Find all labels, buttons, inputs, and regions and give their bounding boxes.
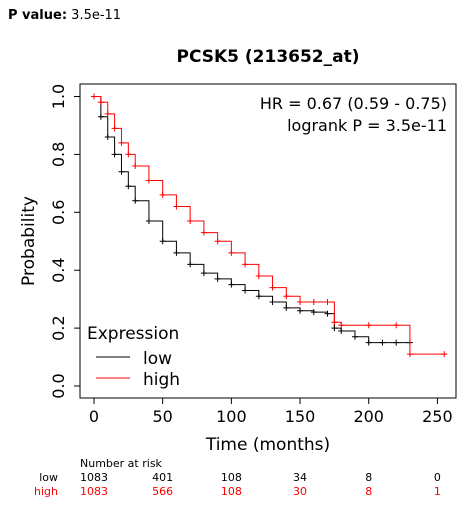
censor-mark-high: [255, 272, 262, 279]
censor-mark-low: [132, 197, 139, 204]
censor-mark-low: [365, 339, 372, 346]
censor-mark-high: [441, 351, 448, 358]
risk-value: 8: [365, 471, 372, 484]
risk-value: 0: [434, 471, 441, 484]
risk-row-label-high: high: [34, 485, 58, 498]
series-line-high: [94, 96, 445, 355]
censor-mark-high: [283, 293, 290, 300]
pvalue-header: P value: 3.5e-11: [8, 8, 121, 23]
censor-mark-low: [297, 307, 304, 314]
censor-mark-high: [297, 299, 304, 306]
censor-mark-low: [351, 333, 358, 340]
censor-mark-low: [145, 217, 152, 224]
annotation-hr: HR = 0.67 (0.59 - 0.75): [260, 94, 447, 113]
censor-mark-low: [214, 275, 221, 282]
censor-mark-high: [132, 162, 139, 169]
censor-mark-low: [393, 339, 400, 346]
x-tick-label: 150: [285, 407, 316, 426]
censor-mark-low: [331, 325, 338, 332]
censor-mark-low: [379, 339, 386, 346]
censor-mark-low: [228, 281, 235, 288]
legend-label-high: high: [143, 370, 180, 390]
censor-mark-low: [255, 293, 262, 300]
censor-mark-low: [324, 310, 331, 317]
risk-value: 8: [365, 485, 372, 498]
censor-mark-high: [393, 322, 400, 329]
risk-value: 1: [434, 485, 441, 498]
censor-mark-high: [97, 99, 104, 106]
chart-title: PCSK5 (213652_at): [176, 47, 359, 67]
censor-mark-low: [269, 299, 276, 306]
risk-row-label-low: low: [39, 471, 58, 484]
censor-mark-low: [97, 113, 104, 120]
censor-mark-high: [214, 238, 221, 245]
censor-mark-low: [200, 270, 207, 277]
pvalue-text: 3.5e-11: [71, 8, 122, 23]
censor-mark-low: [242, 287, 249, 294]
x-tick-label: 250: [422, 407, 453, 426]
censor-mark-high: [310, 299, 317, 306]
censor-mark-low: [283, 304, 290, 311]
censor-mark-low: [159, 238, 166, 245]
risk-value: 108: [221, 471, 242, 484]
annotation-logrank: logrank P = 3.5e-11: [287, 116, 447, 135]
censor-mark-low: [173, 249, 180, 256]
censor-mark-high: [91, 93, 97, 100]
censor-mark-high: [173, 203, 180, 210]
risk-value: 1083: [80, 485, 108, 498]
censor-mark-high: [187, 217, 194, 224]
censor-mark-low: [111, 151, 118, 158]
censor-mark-low: [125, 183, 132, 190]
x-axis-label: Time (months): [205, 435, 330, 455]
censor-mark-high: [242, 261, 249, 268]
censor-mark-high: [406, 351, 413, 358]
censor-mark-high: [159, 191, 166, 198]
censor-mark-high: [104, 110, 111, 117]
y-tick-label: 0.4: [49, 257, 68, 282]
x-tick-label: 0: [89, 407, 99, 426]
risk-value: 108: [221, 485, 242, 498]
risk-value: 30: [293, 485, 307, 498]
censor-mark-low: [187, 261, 194, 268]
x-tick-label: 50: [153, 407, 173, 426]
legend-label-low: low: [143, 349, 172, 369]
legend: Expression low high: [87, 324, 180, 390]
risk-value: 1083: [80, 471, 108, 484]
censor-mark-high: [228, 249, 235, 256]
censor-mark-low: [310, 309, 317, 316]
censor-mark-high: [331, 319, 338, 326]
censor-mark-high: [118, 139, 125, 146]
censor-mark-low: [338, 327, 345, 334]
x-tick-label: 100: [216, 407, 247, 426]
y-tick-label: 0.2: [49, 315, 68, 340]
y-tick-label: 0.0: [49, 373, 68, 398]
y-axis-label: Probability: [19, 196, 39, 286]
censor-mark-high: [338, 322, 345, 329]
pvalue-label: P value:: [8, 8, 68, 23]
risk-table-title: Number at risk: [80, 457, 163, 470]
x-tick-label: 200: [353, 407, 384, 426]
risk-value: 401: [152, 471, 173, 484]
risk-value: 34: [293, 471, 307, 484]
censor-mark-high: [365, 322, 372, 329]
plot-frame: [79, 83, 457, 399]
censor-mark-high: [125, 151, 132, 158]
risk-value: 566: [152, 485, 173, 498]
censor-mark-high: [324, 299, 331, 306]
censor-mark-high: [269, 284, 276, 291]
y-tick-label: 1.0: [49, 84, 68, 109]
censor-mark-high: [145, 177, 152, 184]
y-tick-label: 0.8: [49, 142, 68, 167]
censor-mark-low: [118, 168, 125, 175]
censor-mark-high: [200, 229, 207, 236]
censor-mark-low: [104, 134, 111, 141]
censor-mark-high: [111, 125, 118, 132]
legend-title: Expression: [87, 324, 179, 344]
y-tick-label: 0.6: [49, 200, 68, 225]
